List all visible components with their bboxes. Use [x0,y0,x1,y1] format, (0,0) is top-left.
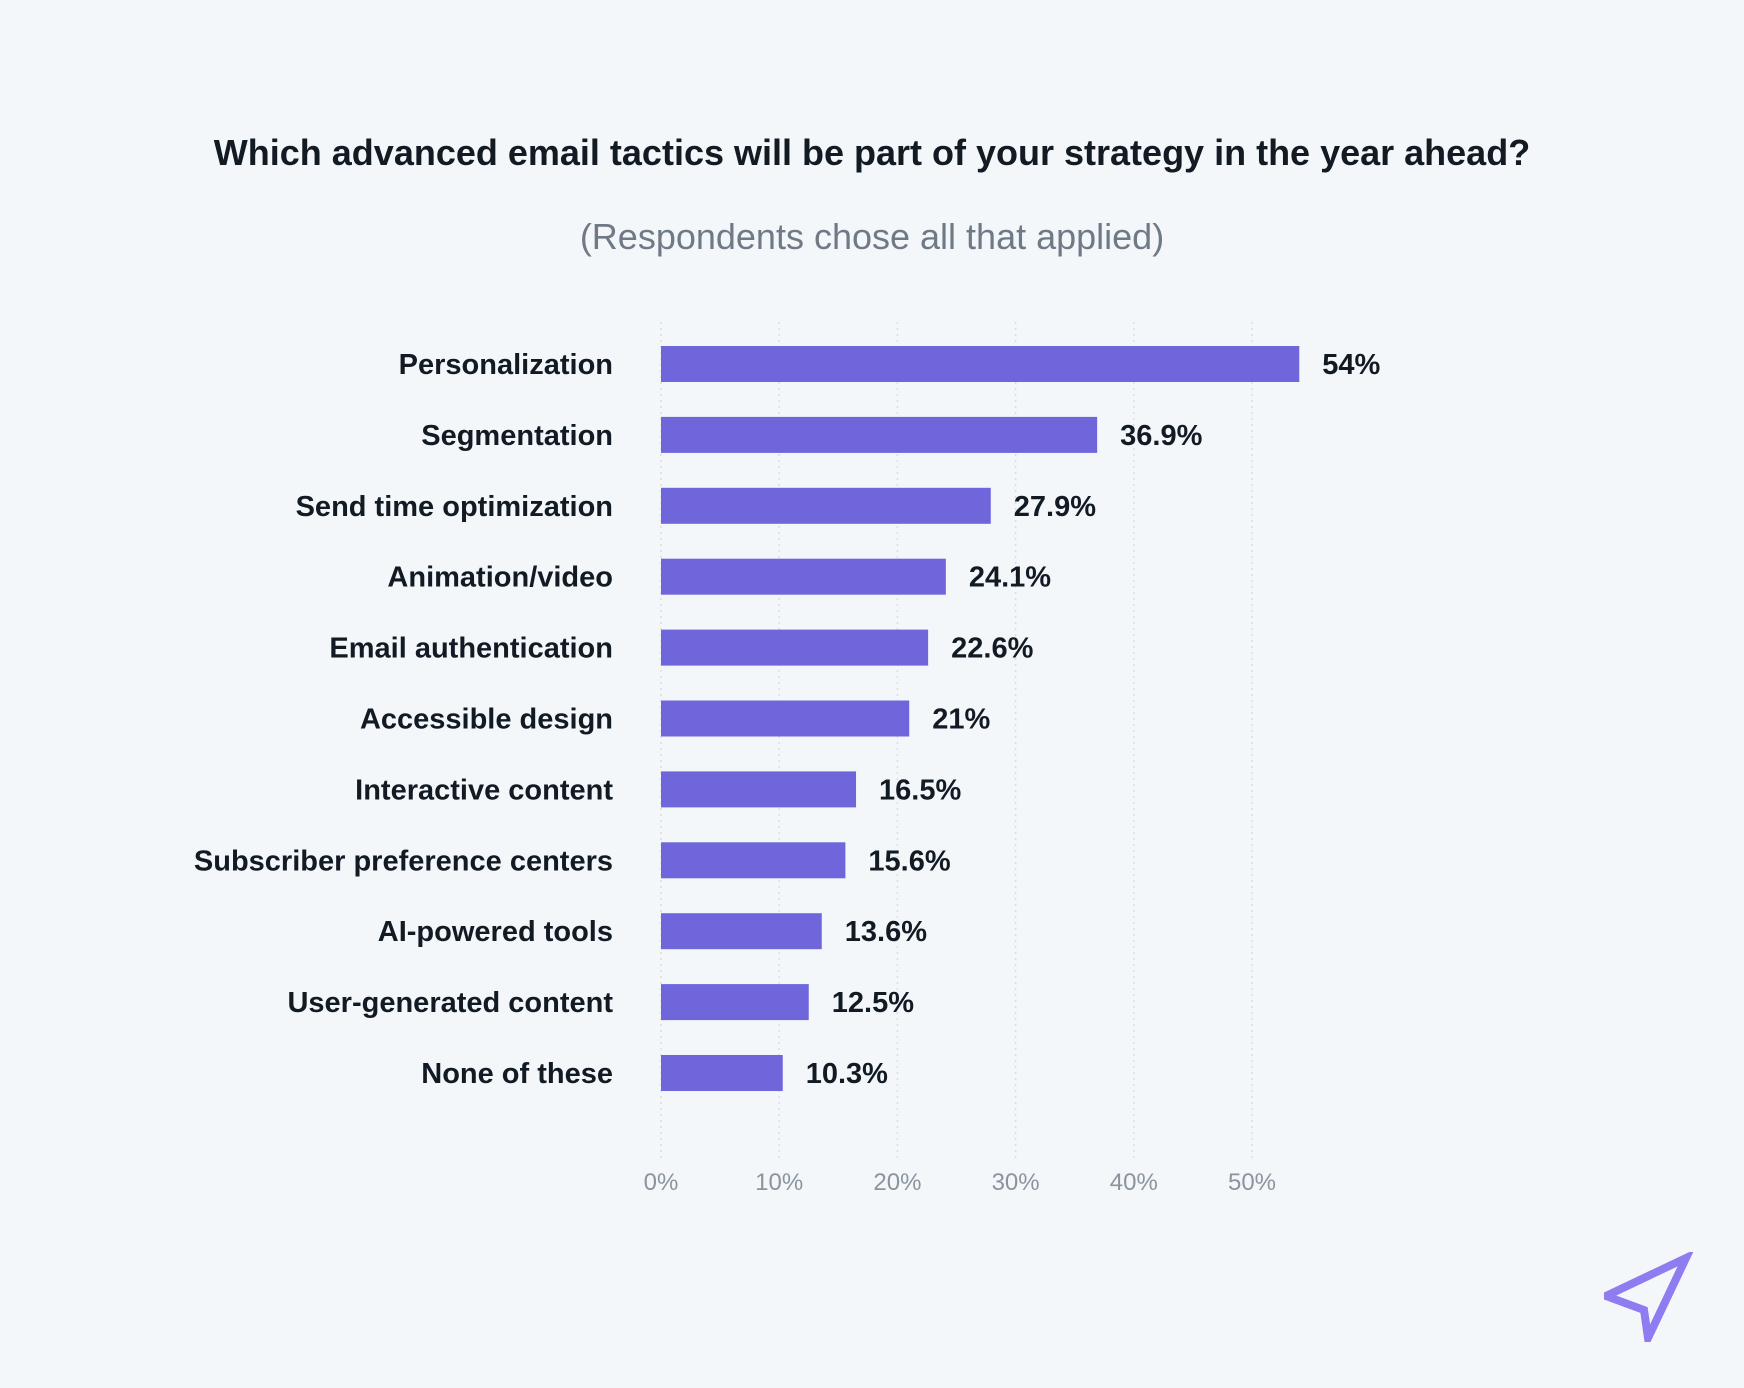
x-axis-ticks: 0% 10% 20% 30% 40% 50% [644,1169,1276,1196]
category-label: Interactive content [355,774,613,806]
value-label: 22.6% [951,633,1033,665]
value-label: 12.5% [832,987,914,1019]
value-label: 10.3% [806,1058,888,1090]
x-tick-label: 0% [644,1169,679,1196]
x-tick-label: 50% [1228,1169,1276,1196]
category-label: Email authentication [329,633,613,665]
paper-plane-icon [1604,1252,1694,1342]
x-tick-label: 30% [992,1169,1040,1196]
bar [661,913,822,950]
value-label: 27.9% [1014,491,1096,523]
bar [661,771,857,808]
bar [661,700,910,737]
bar [661,1055,783,1091]
category-labels: Personalization Segmentation Send time opt… [194,349,613,1090]
grid-lines [660,322,1253,1160]
value-label: 21% [932,704,990,736]
category-label: Animation/video [387,562,613,594]
value-label: 15.6% [868,845,950,877]
value-labels: 54% 36.9% 27.9% 24.1% 22.6% 21% 16.5% 15.6% 13.6… [806,349,1381,1090]
bar [661,346,1300,382]
value-label: 24.1% [969,562,1051,594]
value-label: 36.9% [1120,420,1202,452]
category-label: Personalization [399,349,613,381]
x-tick-label: 40% [1110,1169,1158,1196]
category-label: Segmentation [421,420,613,452]
value-label: 13.6% [845,916,927,948]
bar [661,629,929,666]
value-label: 54% [1322,349,1380,381]
category-label: AI-powered tools [378,916,613,948]
category-label: None of these [421,1058,613,1090]
category-label: Send time optimization [296,491,613,523]
bars [661,346,1300,1091]
chart-subtitle: (Respondents chose all that applied) [579,216,1165,257]
bar [661,558,946,595]
category-label: User-generated content [287,987,613,1019]
bar [661,842,846,879]
value-label: 16.5% [879,774,961,806]
bar [661,984,809,1021]
category-label: Subscriber preference centers [194,845,613,877]
bar [661,487,991,524]
category-label: Accessible design [360,704,613,736]
chart-title: Which advanced email tactics will be par… [213,132,1531,173]
x-tick-label: 10% [755,1169,803,1196]
x-tick-label: 20% [873,1169,921,1196]
bar [661,416,1098,453]
